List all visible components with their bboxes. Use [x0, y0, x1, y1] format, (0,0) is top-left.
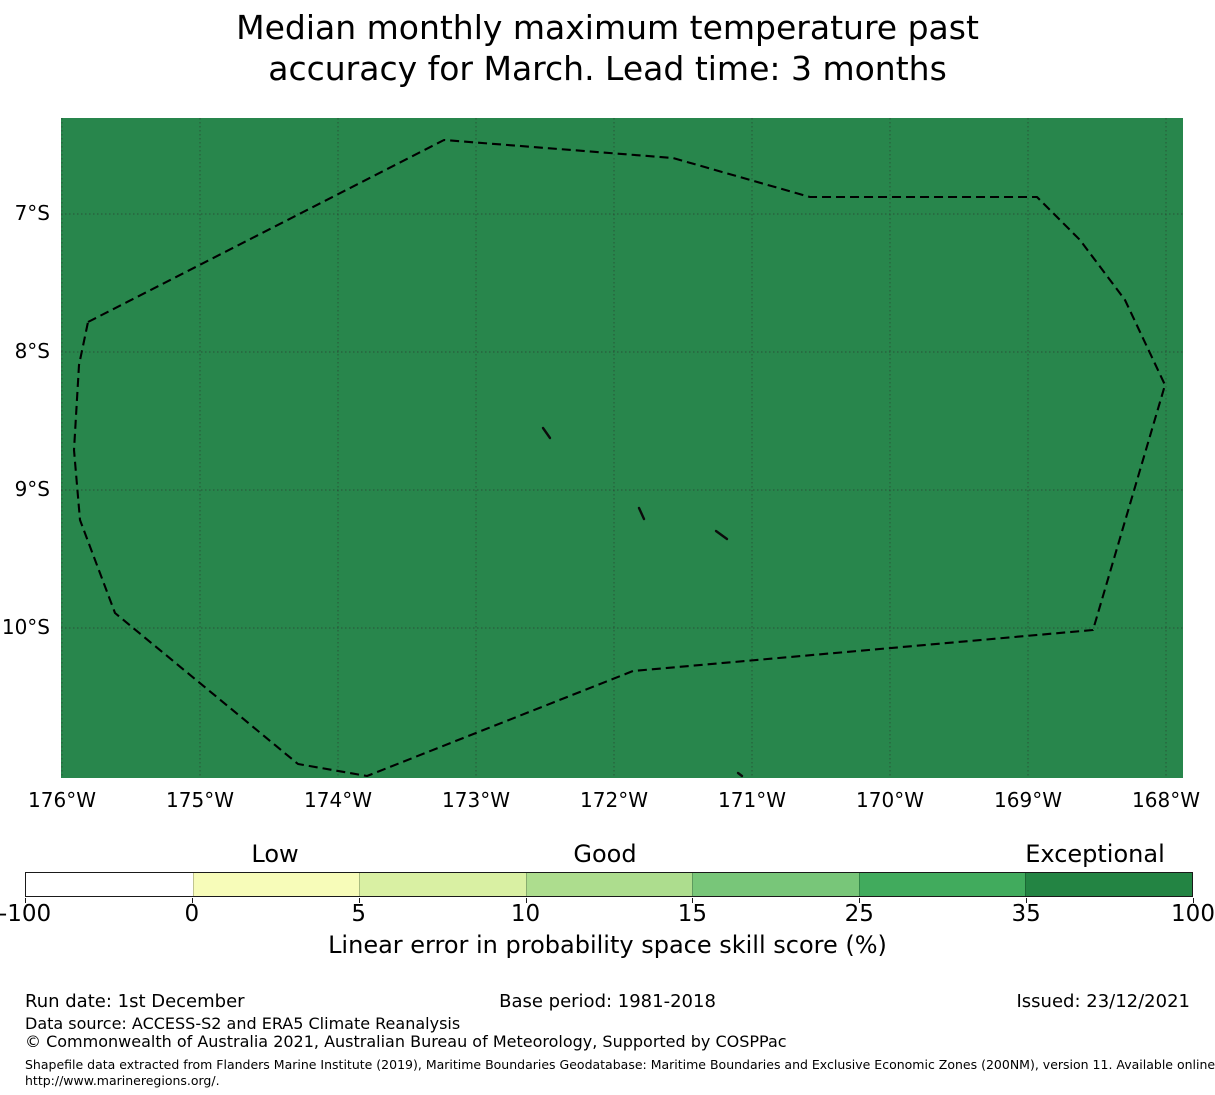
- colorbar-category-label: Exceptional: [1025, 840, 1165, 868]
- shapefile-note-line-1: Shapefile data extracted from Flanders M…: [25, 1057, 1215, 1072]
- colorbar: [25, 872, 1193, 897]
- colorbar-tick-label: 10: [510, 901, 541, 927]
- chart-title: Median monthly maximum temperature past …: [0, 7, 1215, 89]
- colorbar-category-label: Good: [573, 840, 637, 868]
- island-mark: [541, 426, 552, 440]
- colorbar-tick-label: 5: [351, 901, 367, 927]
- colorbar-segment: [192, 873, 360, 896]
- colorbar-tick-mark: [859, 898, 861, 903]
- lon-tick-label: 170°W: [856, 788, 924, 812]
- colorbar-tick-label: 35: [1011, 901, 1041, 927]
- colorbar-tick-mark: [692, 898, 694, 903]
- island-mark: [714, 529, 729, 541]
- colorbar-segment: [1025, 873, 1192, 896]
- lon-tick-label: 175°W: [166, 788, 234, 812]
- base-period: Base period: 1981-2018: [499, 991, 716, 1012]
- colorbar-category-label: Low: [251, 840, 299, 868]
- lat-tick-label: 9°S: [14, 477, 50, 501]
- lon-tick-label: 173°W: [442, 788, 510, 812]
- colorbar-tick-label: 15: [677, 901, 708, 927]
- copyright: © Commonwealth of Australia 2021, Austra…: [25, 1032, 787, 1051]
- colorbar-axis-label: Linear error in probability space skill …: [328, 931, 887, 959]
- colorbar-segment: [525, 873, 693, 896]
- colorbar-segment: [692, 873, 859, 896]
- colorbar-tick-label: 100: [1171, 901, 1215, 927]
- lon-tick-label: 172°W: [580, 788, 648, 812]
- island-mark: [736, 771, 744, 778]
- shapefile-note-line-2: http://www.marineregions.org/.: [25, 1073, 220, 1088]
- eez-boundary-dashed-line: [72, 138, 1167, 778]
- colorbar-segment-divider: [359, 873, 361, 896]
- colorbar-segment-divider: [1025, 873, 1027, 896]
- colorbar-tick-mark: [525, 898, 527, 903]
- lat-tick-label: 10°S: [1, 615, 50, 639]
- colorbar-tick-mark: [25, 898, 26, 903]
- colorbar-segment-divider: [692, 873, 694, 896]
- lat-tick-label: 7°S: [14, 201, 50, 225]
- colorbar-tick-mark: [191, 898, 193, 903]
- colorbar-tick-label: -100: [0, 901, 52, 927]
- colorbar-segment: [858, 873, 1026, 896]
- lon-tick-label: 174°W: [304, 788, 372, 812]
- map-canvas: [61, 118, 1183, 778]
- title-line-1: Median monthly maximum temperature past: [236, 8, 979, 47]
- lon-tick-label: 169°W: [994, 788, 1062, 812]
- colorbar-tick-mark: [358, 898, 360, 903]
- colorbar-tick-label: 0: [184, 901, 200, 927]
- lon-tick-label: 176°W: [28, 788, 96, 812]
- colorbar-segment: [359, 873, 526, 896]
- colorbar-segment: [26, 873, 193, 896]
- title-line-2: accuracy for March. Lead time: 3 months: [268, 49, 947, 88]
- colorbar-segment-divider: [858, 873, 860, 896]
- data-source: Data source: ACCESS-S2 and ERA5 Climate …: [25, 1014, 461, 1033]
- colorbar-segment-divider: [192, 873, 194, 896]
- colorbar-tick-label: 25: [844, 901, 874, 927]
- lat-tick-label: 8°S: [14, 339, 50, 363]
- colorbar-tick-mark: [1026, 898, 1028, 903]
- issued-date: Issued: 23/12/2021: [1016, 991, 1190, 1012]
- island-mark: [637, 506, 646, 521]
- colorbar-tick-mark: [1193, 898, 1194, 903]
- colorbar-segment-divider: [525, 873, 527, 896]
- run-date: Run date: 1st December: [25, 991, 245, 1012]
- lon-tick-label: 168°W: [1132, 788, 1200, 812]
- lon-tick-label: 171°W: [718, 788, 786, 812]
- map-area: [61, 118, 1183, 778]
